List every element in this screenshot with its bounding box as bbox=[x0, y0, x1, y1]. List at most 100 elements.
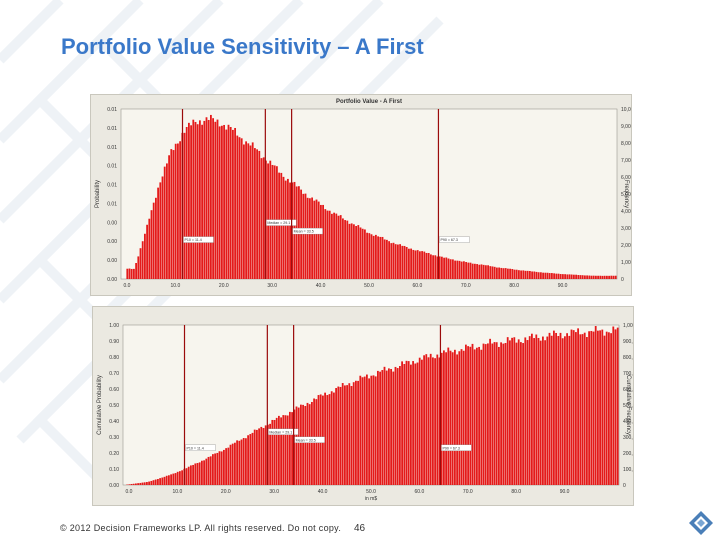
bar bbox=[388, 241, 390, 279]
bar bbox=[575, 274, 577, 279]
bar bbox=[434, 255, 437, 279]
bar bbox=[297, 407, 300, 485]
bar bbox=[370, 375, 373, 485]
bar bbox=[399, 366, 401, 485]
bar bbox=[469, 346, 472, 485]
stat-marker-label: Mean = 33.5 bbox=[294, 230, 314, 234]
bar bbox=[216, 452, 219, 485]
bar bbox=[352, 382, 355, 485]
bar bbox=[212, 118, 214, 279]
bar bbox=[557, 336, 560, 485]
bar bbox=[381, 236, 384, 279]
bar bbox=[572, 330, 575, 485]
stat-marker-label-box bbox=[441, 444, 472, 451]
bar bbox=[535, 271, 538, 279]
bar bbox=[546, 272, 549, 279]
bar bbox=[260, 426, 263, 485]
y-tick-label-right: 800,000 bbox=[623, 355, 633, 361]
company-logo bbox=[689, 511, 713, 535]
bar bbox=[179, 141, 181, 279]
bar bbox=[260, 158, 263, 279]
bar bbox=[331, 213, 333, 279]
bar bbox=[335, 388, 337, 485]
y-tick-label-right: 10,000 bbox=[621, 107, 631, 113]
bar bbox=[590, 330, 593, 485]
bar bbox=[544, 340, 546, 485]
bar bbox=[377, 236, 379, 279]
bar bbox=[300, 404, 302, 485]
bar bbox=[201, 460, 203, 485]
y-tick-label-right: 6,000 bbox=[621, 175, 631, 181]
bar bbox=[306, 402, 309, 485]
bar bbox=[511, 269, 514, 279]
bar bbox=[586, 337, 588, 485]
y-tick-label-left: 0.01 bbox=[107, 183, 117, 189]
bar bbox=[262, 157, 265, 279]
stat-marker-label-box bbox=[185, 444, 216, 451]
bar bbox=[579, 334, 582, 485]
y-axis-title: Probability bbox=[95, 180, 101, 208]
bar bbox=[203, 120, 206, 280]
bar bbox=[531, 271, 533, 279]
y-tick-label-left: 0.60 bbox=[109, 387, 119, 393]
bar bbox=[498, 346, 500, 485]
bar bbox=[425, 252, 428, 279]
bar bbox=[339, 215, 342, 279]
bar bbox=[152, 202, 155, 279]
bar bbox=[524, 337, 527, 485]
bar bbox=[258, 428, 260, 485]
x-tick-label: 70.0 bbox=[461, 283, 471, 289]
bar bbox=[493, 342, 496, 485]
bar bbox=[179, 471, 181, 485]
bar bbox=[280, 417, 282, 485]
bar bbox=[220, 451, 223, 485]
y-tick-label-right: 0 bbox=[621, 277, 624, 283]
bar bbox=[524, 270, 527, 279]
bar bbox=[533, 338, 535, 485]
bar bbox=[192, 119, 195, 279]
bar bbox=[606, 275, 608, 279]
bar bbox=[339, 386, 342, 485]
x-tick-label: 50.0 bbox=[366, 489, 376, 495]
y-tick-label-left: 0.50 bbox=[109, 403, 119, 409]
bar bbox=[238, 440, 241, 485]
bar bbox=[383, 366, 386, 485]
bar bbox=[165, 475, 168, 485]
bar bbox=[506, 337, 509, 485]
bar bbox=[515, 269, 518, 279]
bar bbox=[192, 464, 194, 485]
y-tick-label-right: 400,000 bbox=[623, 419, 633, 425]
y2-axis-title: Frequency bbox=[623, 180, 629, 208]
bar bbox=[441, 256, 443, 279]
bar bbox=[559, 332, 562, 485]
bar bbox=[533, 271, 536, 279]
bar bbox=[469, 262, 472, 279]
bar bbox=[480, 264, 483, 279]
bar bbox=[590, 275, 593, 279]
bar bbox=[427, 253, 430, 279]
y-tick-label-left: 0.40 bbox=[109, 419, 119, 425]
bar bbox=[295, 406, 298, 485]
y-tick-label-left: 0.30 bbox=[109, 435, 119, 441]
x-tick-label: 30.0 bbox=[267, 283, 277, 289]
y-tick-label-right: 9,000 bbox=[621, 124, 631, 130]
x-tick-label: 20.0 bbox=[221, 489, 231, 495]
bar bbox=[403, 245, 406, 279]
bar bbox=[528, 336, 531, 485]
bar bbox=[234, 442, 236, 485]
y2-axis-title: Cumulative Frequency bbox=[625, 375, 631, 435]
bar bbox=[496, 267, 498, 279]
bar bbox=[430, 254, 432, 279]
bar bbox=[410, 248, 412, 279]
stat-marker-label: Median = 29.1 bbox=[267, 221, 290, 225]
bar bbox=[264, 425, 267, 485]
bar bbox=[484, 344, 487, 485]
bar bbox=[401, 245, 404, 279]
bar bbox=[570, 274, 573, 279]
bar bbox=[504, 268, 507, 279]
bar bbox=[561, 338, 564, 485]
bar bbox=[168, 475, 170, 485]
y-tick-label-right: 500,000 bbox=[623, 403, 633, 409]
bar bbox=[141, 482, 144, 485]
bar bbox=[460, 349, 463, 485]
